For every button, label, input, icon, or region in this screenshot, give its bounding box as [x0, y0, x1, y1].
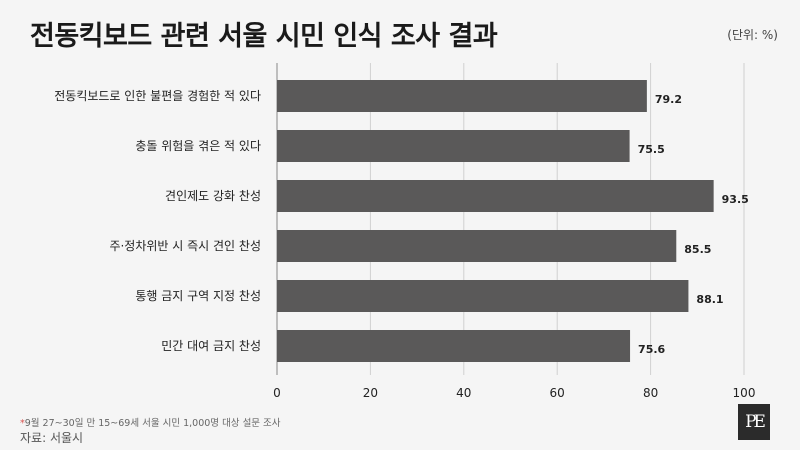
category-label: 충돌 위험을 겪은 적 있다 [135, 139, 261, 153]
value-label: 75.6 [638, 343, 665, 356]
bar [277, 280, 689, 312]
category-label: 견인제도 강화 찬성 [165, 188, 261, 203]
category-label: 통행 금지 구역 지정 찬성 [135, 288, 261, 303]
x-tick-label: 20 [363, 386, 378, 400]
unit-label: (단위: %) [727, 28, 778, 42]
category-label: 민간 대여 금지 찬성 [161, 338, 261, 353]
x-tick-label: 100 [733, 386, 756, 400]
x-tick-label: 60 [550, 386, 565, 400]
bar [277, 130, 630, 162]
x-tick-label: 0 [273, 386, 281, 400]
category-label: 전동킥보드로 인한 불편을 경험한 적 있다 [54, 89, 261, 103]
bar [277, 180, 714, 212]
value-label: 85.5 [684, 243, 711, 256]
bar [277, 80, 647, 112]
footnote-mark: * [20, 418, 25, 429]
x-axis-ticks: 0 20 40 60 80 100 [273, 386, 755, 400]
source-label: 자료: 서울시 [20, 431, 84, 445]
category-label: 주·정차위반 시 즉시 견인 찬성 [109, 238, 261, 253]
bar [277, 330, 631, 362]
value-label: 75.5 [638, 143, 665, 156]
value-label: 79.2 [655, 93, 682, 106]
bar [277, 230, 677, 262]
footnote: *9월 27~30일 만 15~69세 서울 시민 1,000명 대상 설문 조… [20, 415, 281, 429]
logo: PE [738, 404, 770, 440]
footnote-text: 9월 27~30일 만 15~69세 서울 시민 1,000명 대상 설문 조사 [24, 418, 281, 429]
gridlines [276, 63, 745, 375]
bars [277, 80, 714, 362]
x-tick-label: 80 [643, 386, 658, 400]
value-label: 88.1 [696, 293, 723, 306]
x-tick-label: 40 [456, 386, 471, 400]
value-label: 93.5 [722, 193, 749, 206]
chart-title: 전동킥보드 관련 서울 시민 인식 조사 결과 [30, 21, 498, 52]
value-labels: 79.2 75.5 93.5 85.5 88.1 75.6 [638, 93, 749, 356]
